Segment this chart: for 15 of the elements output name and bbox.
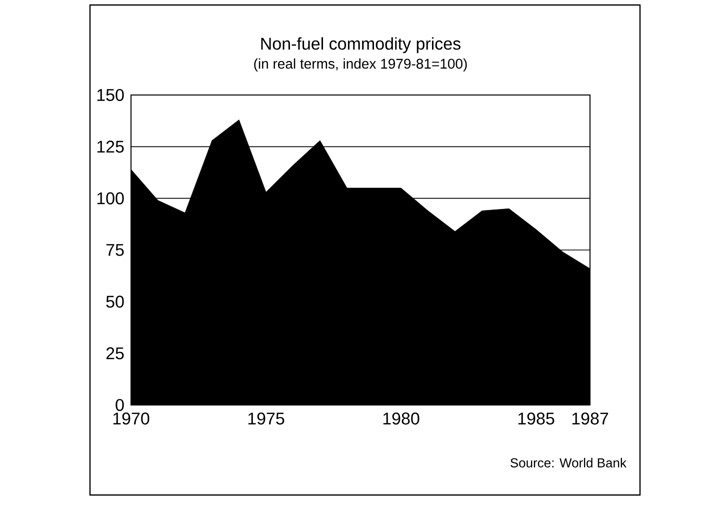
y-tick-label: 125 bbox=[97, 140, 124, 153]
y-tick-label: 0 bbox=[116, 398, 124, 412]
y-tick-label: 100 bbox=[97, 192, 124, 204]
chart-subtitle: (in real terms, index 1979-81=100) bbox=[254, 58, 467, 72]
chart-title: Non-fuel commodity prices bbox=[261, 37, 460, 54]
y-tick-label: 50 bbox=[106, 296, 124, 308]
x-tick-label: 1980 bbox=[383, 412, 420, 425]
source-note: Source: World Bank bbox=[510, 458, 626, 468]
y-tick-label: 150 bbox=[97, 88, 124, 102]
x-tick-label: 1987 bbox=[572, 412, 608, 425]
x-tick-label: 1975 bbox=[248, 412, 284, 425]
x-tick-label: 1985 bbox=[518, 412, 554, 425]
y-tick-label: 25 bbox=[106, 347, 124, 360]
x-tick-label: 1970 bbox=[113, 412, 150, 425]
y-tick-label: 75 bbox=[106, 244, 124, 256]
